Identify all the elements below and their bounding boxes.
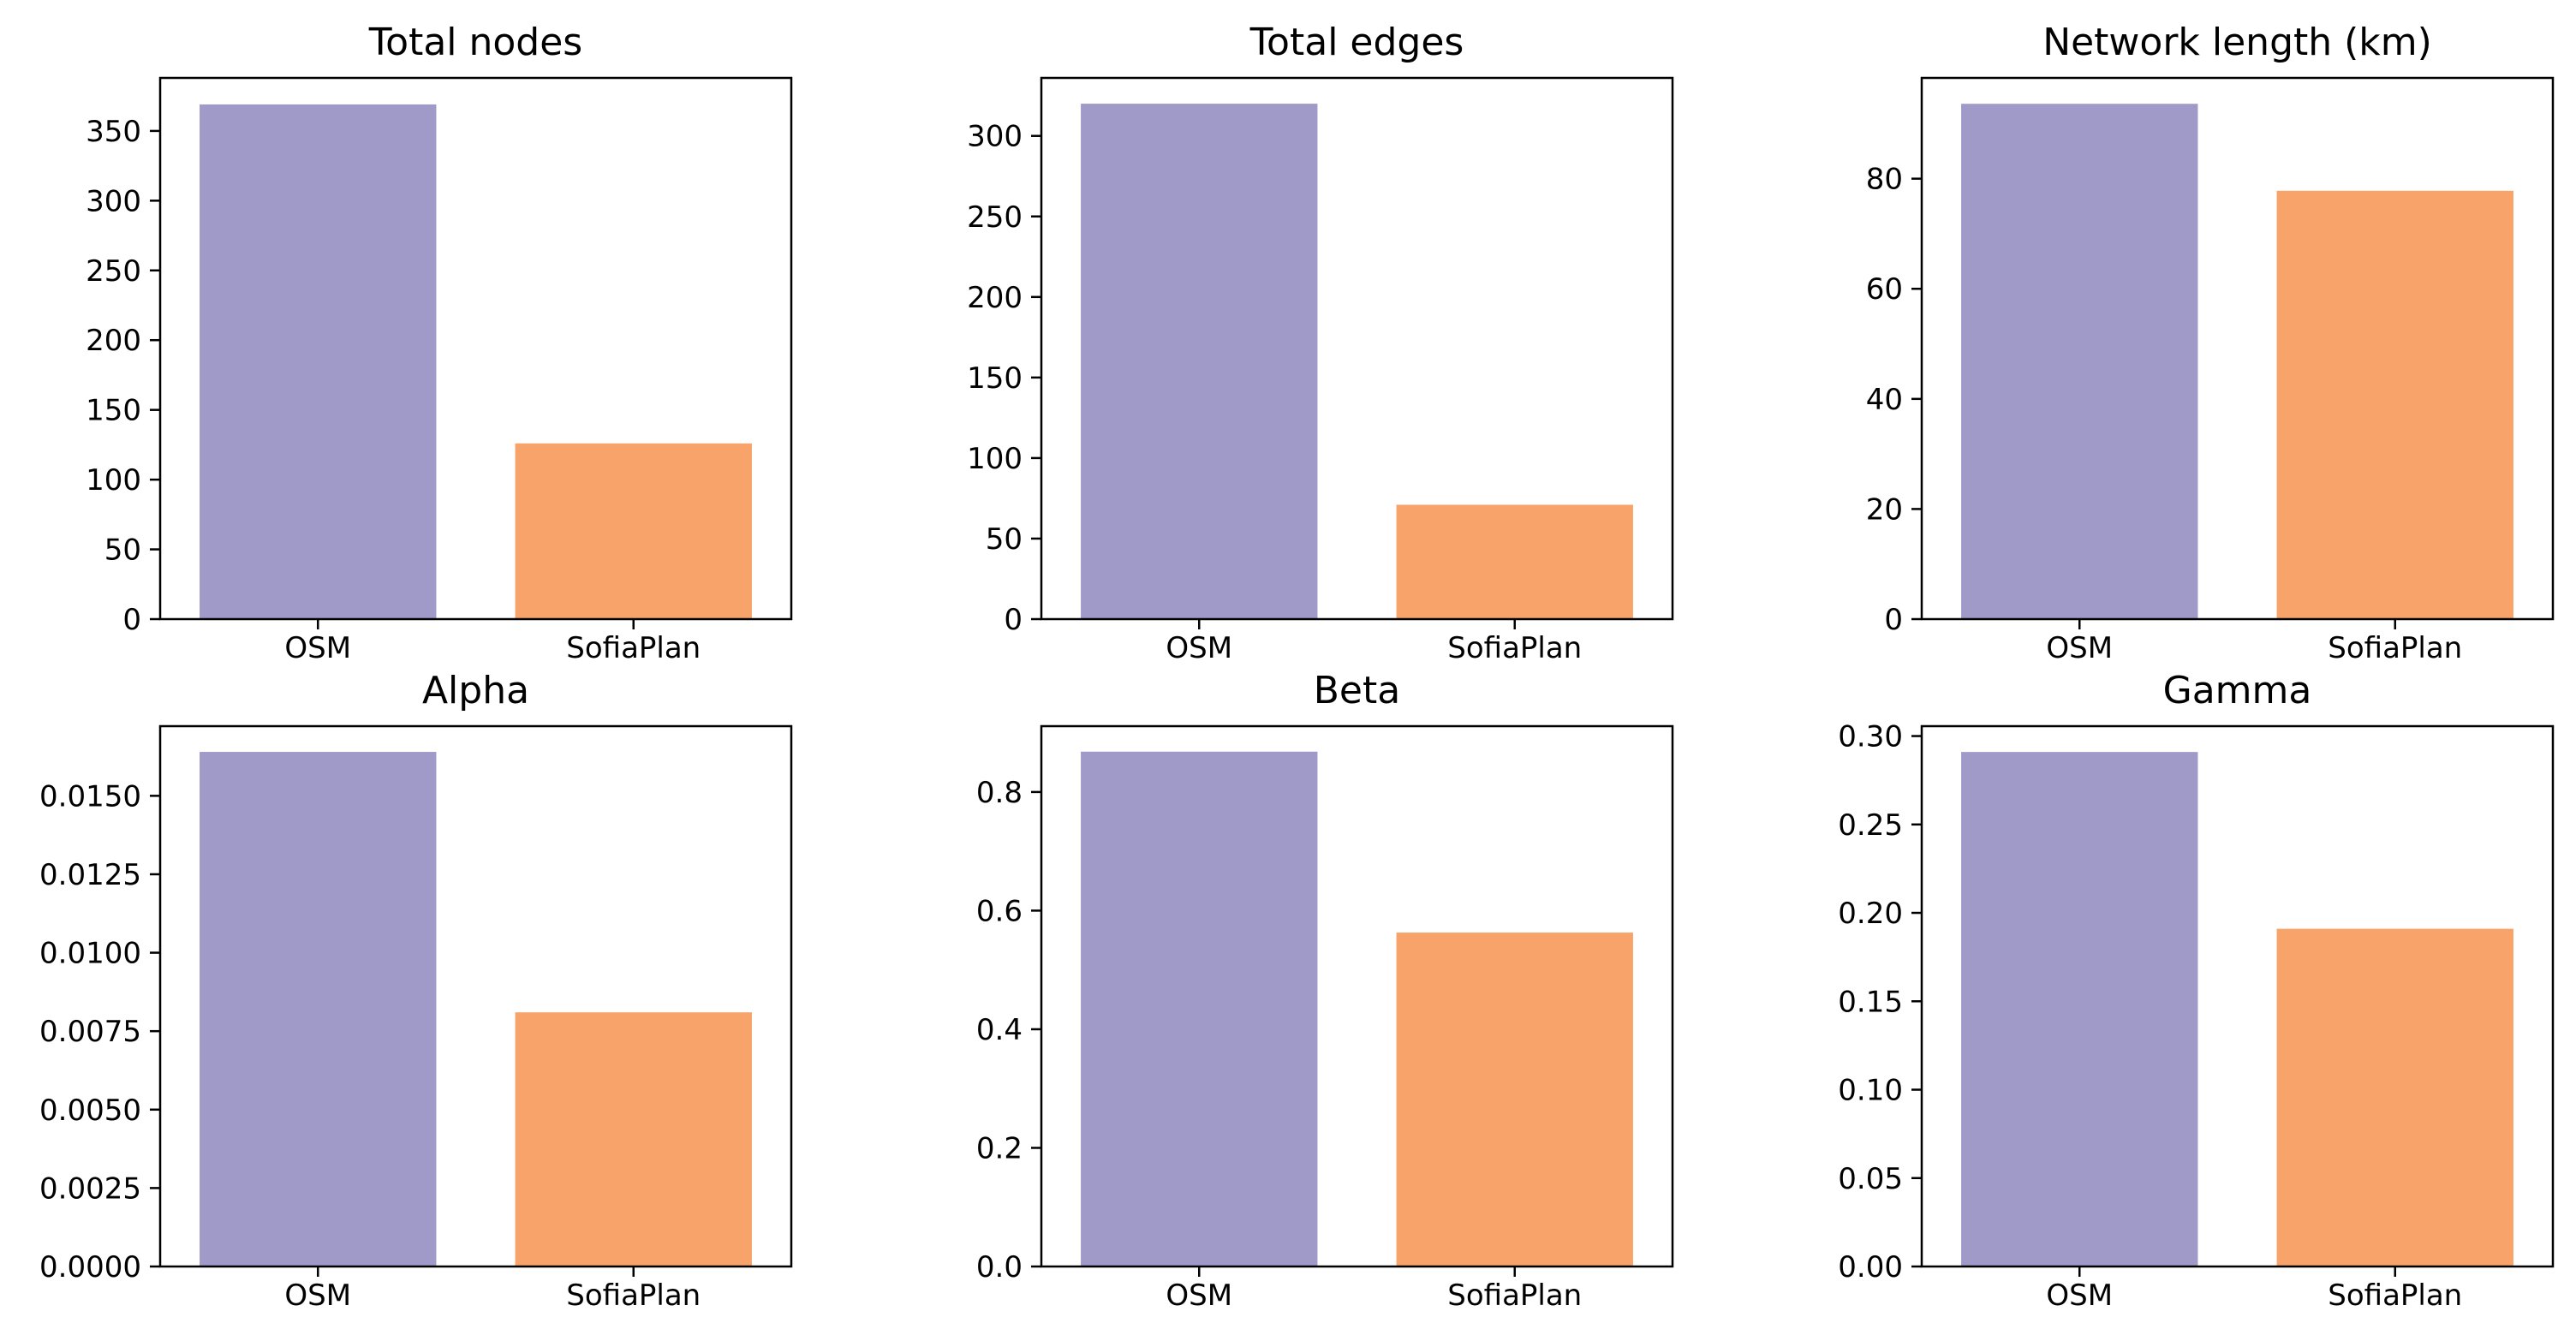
subplot-title: Network length (km) [2042,21,2432,64]
y-tick-label: 0 [1884,603,1903,637]
y-tick-label: 60 [1866,272,1903,307]
y-tick-label: 0.4 [976,1013,1023,1047]
bar-osm [1961,104,2198,619]
subplot-total-edges: 0 50 100 150 200 250 300 OSM SofiaPlan Total edge… [967,21,1674,665]
subplot-alpha: 0.0000 0.0025 0.0050 0.0075 0.0100 0.0125 0.01… [39,669,793,1313]
y-tick-label: 250 [967,200,1023,235]
bar-osm [1081,104,1318,620]
bar-sofiaplan [515,1012,752,1266]
x-tick-label: SofiaPlan [1447,1278,1582,1313]
y-tick-label: 0.20 [1838,897,1903,931]
subplot-title: Beta [1314,669,1400,712]
y-tick-label: 0.00 [1838,1250,1903,1284]
subplot-title: Gamma [2163,669,2312,712]
subplot-gamma: 0.00 0.05 0.10 0.15 0.20 0.25 0.30 OSM SofiaPlan… [1838,669,2555,1313]
x-tick-label: OSM [2046,631,2113,665]
y-tick-label: 0.0000 [39,1250,141,1284]
y-tick-label: 0.0075 [39,1015,141,1049]
y-tick-label: 0 [122,603,141,637]
y-tick-label: 0.6 [976,894,1023,928]
y-tick-label: 200 [86,324,141,358]
y-tick-label: 0 [1004,603,1023,637]
axes-frame [1920,724,2555,1268]
y-tick-label: 0.0125 [39,858,141,892]
y-tick-label: 0.0150 [39,779,141,814]
x-tick-label: OSM [284,1278,351,1313]
y-tick-label: 250 [86,254,141,289]
subplot-title: Total edges [1249,21,1464,64]
axes-frame [1040,76,1674,621]
y-tick-label: 100 [86,463,141,498]
y-tick-label: 0.10 [1838,1074,1903,1108]
bar-sofiaplan [2276,928,2513,1266]
subplot-total-nodes: 0 50 100 150 200 250 300 350 OSM SofiaPlan Total n… [86,21,793,665]
y-tick-label: 0.8 [976,776,1023,810]
y-tick-label: 200 [967,281,1023,315]
subplot-title: Alpha [422,669,529,712]
bar-sofiaplan [515,443,752,619]
x-tick-label: OSM [2046,1278,2113,1313]
y-tick-label: 0.0100 [39,937,141,971]
y-tick-label: 350 [86,115,141,149]
y-tick-label: 0.0050 [39,1094,141,1128]
x-tick-label: SofiaPlan [2328,631,2462,665]
x-tick-label: OSM [1166,1278,1232,1313]
y-tick-label: 40 [1866,383,1903,417]
x-tick-label: SofiaPlan [1447,631,1582,665]
x-tick-label: SofiaPlan [566,631,701,665]
x-tick-label: SofiaPlan [566,1278,701,1313]
axes-frame [1040,724,1674,1268]
bar-osm [1961,752,2198,1266]
y-tick-label: 0.2 [976,1131,1023,1165]
bar-sofiaplan [2276,190,2513,620]
subplot-network-length-km: 0 20 40 60 80 OSM SofiaPlan Network length (km) [1866,21,2555,665]
y-tick-label: 0.15 [1838,985,1903,1019]
axes-frame [1920,76,2555,621]
x-tick-label: OSM [284,631,351,665]
bar-osm [200,752,437,1266]
axes-frame [158,76,793,621]
y-tick-label: 50 [986,522,1023,557]
bar-osm [200,104,437,619]
y-tick-label: 0.30 [1838,720,1903,754]
bar-sofiaplan [1396,933,1633,1266]
bar-sofiaplan [1396,504,1633,619]
x-tick-label: OSM [1166,631,1232,665]
y-tick-label: 150 [967,361,1023,396]
y-tick-label: 300 [967,120,1023,154]
bar-osm [1081,751,1318,1266]
y-tick-label: 50 [104,533,141,568]
y-tick-label: 0.05 [1838,1162,1903,1196]
subplot-beta: 0.0 0.2 0.4 0.6 0.8 OSM SofiaPlan Beta [976,669,1674,1313]
y-tick-label: 300 [86,184,141,218]
y-tick-label: 20 [1866,492,1903,527]
subplot-title: Total nodes [368,21,582,64]
y-tick-label: 0.25 [1838,808,1903,843]
y-tick-label: 0.0025 [39,1171,141,1206]
axes-frame [158,724,793,1268]
y-tick-label: 80 [1866,163,1903,197]
y-tick-label: 100 [967,442,1023,476]
y-tick-label: 0.0 [976,1250,1023,1284]
y-tick-label: 150 [86,394,141,428]
x-tick-label: SofiaPlan [2328,1278,2462,1313]
